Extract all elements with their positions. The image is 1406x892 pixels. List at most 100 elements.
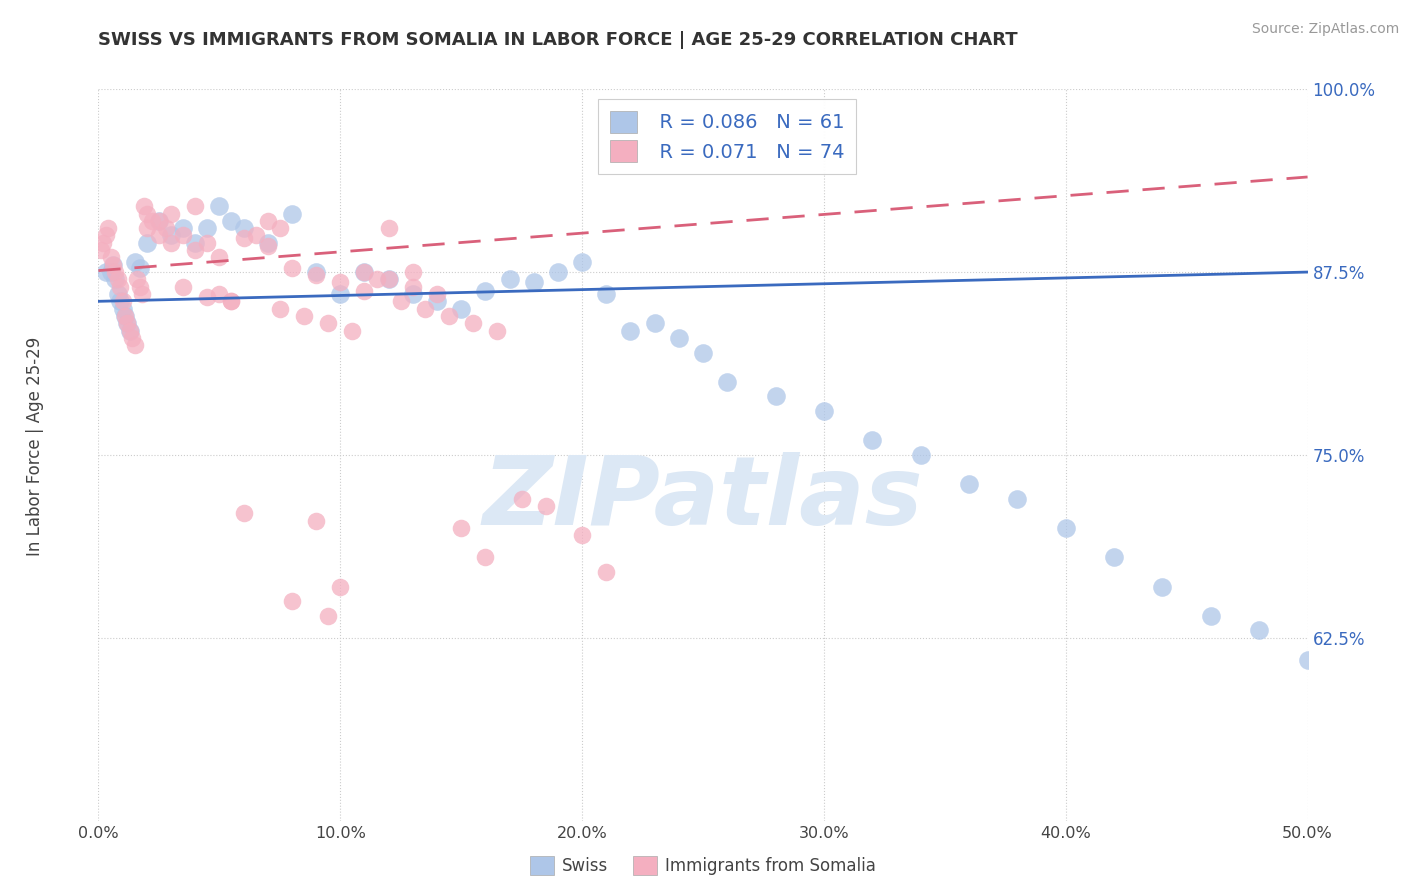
- Point: [108, 294, 131, 309]
- Point: [305, 514, 328, 528]
- Point: [172, 279, 194, 293]
- Point: [316, 608, 339, 623]
- Point: [221, 294, 243, 309]
- Point: [160, 206, 183, 220]
- Point: [104, 265, 127, 279]
- Point: [128, 260, 150, 275]
- Point: [426, 287, 449, 301]
- Point: [813, 404, 835, 418]
- Point: [121, 331, 143, 345]
- Point: [910, 448, 932, 462]
- Point: [208, 251, 231, 265]
- Point: [474, 550, 496, 565]
- Point: [184, 243, 207, 257]
- Point: [402, 287, 425, 301]
- Text: SWISS VS IMMIGRANTS FROM SOMALIA IN LABOR FORCE | AGE 25-29 CORRELATION CHART: SWISS VS IMMIGRANTS FROM SOMALIA IN LABO…: [98, 31, 1018, 49]
- Point: [292, 309, 315, 323]
- Point: [692, 345, 714, 359]
- Point: [329, 287, 352, 301]
- Point: [90, 243, 112, 257]
- Point: [402, 265, 425, 279]
- Point: [463, 316, 485, 330]
- Point: [184, 235, 207, 250]
- Point: [426, 294, 449, 309]
- Point: [114, 309, 136, 323]
- Point: [402, 279, 425, 293]
- Text: ZIPatlas: ZIPatlas: [482, 452, 924, 545]
- Point: [595, 565, 617, 579]
- Point: [1199, 608, 1222, 623]
- Point: [100, 251, 122, 265]
- Point: [498, 272, 520, 286]
- Point: [208, 287, 231, 301]
- Point: [765, 389, 787, 403]
- Point: [124, 255, 146, 269]
- Point: [377, 272, 399, 286]
- Point: [195, 221, 218, 235]
- Point: [644, 316, 666, 330]
- Point: [281, 594, 304, 608]
- Point: [474, 284, 496, 298]
- Point: [269, 221, 291, 235]
- Point: [281, 206, 304, 220]
- Point: [155, 221, 177, 235]
- Point: [716, 375, 738, 389]
- Point: [366, 272, 388, 286]
- Point: [342, 324, 364, 338]
- Point: [619, 324, 641, 338]
- Point: [118, 324, 141, 338]
- Point: [148, 214, 170, 228]
- Point: [329, 275, 352, 289]
- Point: [437, 309, 460, 323]
- Point: [523, 275, 546, 289]
- Point: [91, 235, 114, 250]
- Point: [134, 199, 156, 213]
- Point: [101, 258, 124, 272]
- Point: [131, 287, 153, 301]
- Point: [413, 301, 436, 316]
- Point: [232, 231, 254, 245]
- Point: [100, 265, 122, 279]
- Point: [534, 499, 557, 513]
- Point: [957, 477, 980, 491]
- Point: [377, 272, 399, 286]
- Point: [208, 199, 231, 213]
- Point: [668, 331, 690, 345]
- Point: [160, 228, 183, 243]
- Point: [221, 214, 243, 228]
- Point: [571, 528, 593, 542]
- Point: [135, 235, 157, 250]
- Point: [172, 228, 194, 243]
- Point: [1296, 653, 1319, 667]
- Point: [1102, 550, 1125, 565]
- Point: [256, 214, 278, 228]
- Point: [353, 284, 375, 298]
- Point: [353, 265, 375, 279]
- Point: [108, 279, 131, 293]
- Point: [389, 294, 412, 309]
- Point: [316, 316, 339, 330]
- Point: [118, 324, 141, 338]
- Point: [329, 580, 352, 594]
- Point: [184, 199, 207, 213]
- Point: [860, 434, 883, 448]
- Point: [148, 214, 170, 228]
- Point: [305, 265, 328, 279]
- Point: [107, 272, 129, 286]
- Point: [117, 316, 139, 330]
- Point: [195, 290, 218, 304]
- Point: [377, 221, 399, 235]
- Point: [450, 301, 472, 316]
- Point: [353, 265, 375, 279]
- Point: [305, 268, 328, 282]
- Point: [486, 324, 509, 338]
- Point: [269, 301, 291, 316]
- Point: [232, 507, 254, 521]
- Point: [104, 272, 127, 286]
- Point: [94, 228, 117, 243]
- Point: [107, 287, 129, 301]
- Point: [256, 238, 278, 252]
- Point: [94, 265, 117, 279]
- Point: [111, 301, 134, 316]
- Point: [1249, 624, 1271, 638]
